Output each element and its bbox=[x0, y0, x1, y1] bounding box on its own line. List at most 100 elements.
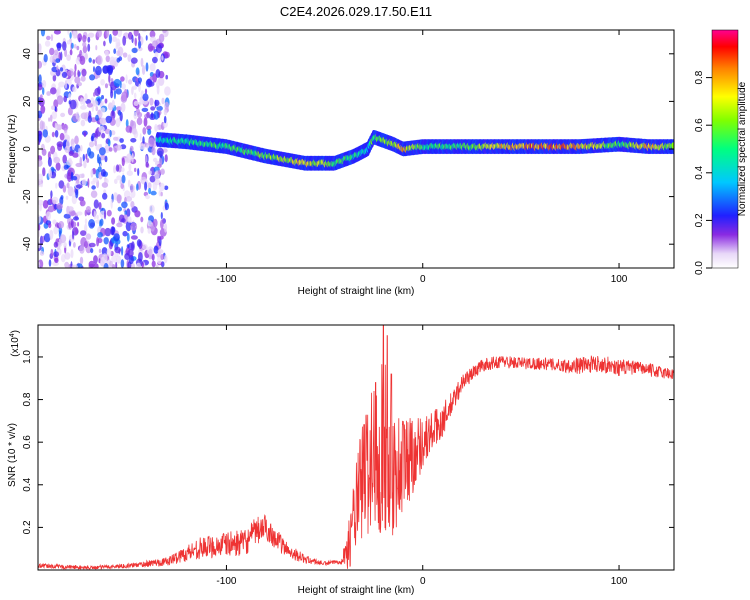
heatmap-noise-cell bbox=[88, 151, 95, 159]
spectrogram-x-axis-label: Height of straight line (km) bbox=[298, 286, 415, 297]
colorbar-tick-label: 0.0 bbox=[694, 261, 705, 275]
heatmap-noise-cell bbox=[119, 179, 123, 185]
heatmap-noise-cell bbox=[72, 86, 77, 93]
heatmap-noise-cell bbox=[107, 64, 114, 74]
heatmap-noise-cell bbox=[142, 93, 149, 101]
heatmap-noise-cell bbox=[151, 146, 156, 156]
spectrogram-panel: -100 0 100 -40 -20 0 20 40 Height of straight … bbox=[7, 29, 675, 297]
heatmap-noise-cell bbox=[125, 196, 133, 202]
heatmap-noise-cell bbox=[56, 203, 63, 210]
heatmap-noise-cell bbox=[106, 248, 112, 257]
heatmap-noise-cell bbox=[64, 49, 68, 57]
heatmap-noise-cell bbox=[160, 219, 164, 230]
heatmap-noise-cell bbox=[103, 210, 107, 220]
heatmap-noise-cell bbox=[160, 168, 165, 175]
heatmap-noise-cell bbox=[136, 183, 139, 191]
heatmap-noise-cell bbox=[38, 133, 42, 143]
heatmap-noise-cell bbox=[152, 157, 158, 163]
heatmap-noise-cell bbox=[130, 57, 138, 64]
heatmap-noise-cell bbox=[59, 132, 65, 141]
heatmap-noise-cell bbox=[64, 261, 70, 268]
heatmap-noise-cell bbox=[108, 147, 113, 152]
heatmap-noise-cell bbox=[53, 156, 61, 164]
heatmap-noise-cell bbox=[147, 227, 151, 234]
heatmap-noise-cell bbox=[122, 35, 127, 46]
colorbar-tick-label: 0.8 bbox=[694, 70, 705, 84]
heatmap-noise-cell bbox=[86, 102, 93, 108]
heatmap-noise-cell bbox=[121, 201, 128, 209]
heatmap-noise-cell bbox=[160, 253, 164, 261]
heatmap-noise-cell bbox=[65, 195, 69, 200]
heatmap-noise-cell bbox=[149, 97, 154, 106]
heatmap-noise-cell bbox=[163, 254, 168, 264]
heatmap-noise-cell bbox=[137, 168, 140, 176]
heatmap-noise-cell bbox=[38, 261, 41, 268]
heatmap-noise-cell bbox=[158, 33, 165, 43]
heatmap-noise-cell bbox=[133, 92, 137, 99]
heatmap-noise-cell bbox=[58, 180, 65, 189]
heatmap-noise-cell bbox=[70, 249, 74, 259]
heatmap-noise-cell bbox=[120, 259, 125, 268]
heatmap-noise-cell bbox=[148, 137, 155, 148]
heatmap-noise-cell bbox=[42, 167, 46, 177]
heatmap-noise-cell bbox=[38, 199, 44, 206]
heatmap-noise-cell bbox=[122, 52, 128, 58]
heatmap-noise-cell bbox=[128, 79, 133, 85]
heatmap-noise-cell bbox=[55, 124, 63, 131]
heatmap-noise-cell bbox=[74, 63, 77, 72]
heatmap-noise-cell bbox=[116, 30, 123, 38]
heatmap-noise-cell bbox=[101, 247, 108, 256]
heatmap-noise-cell bbox=[111, 217, 116, 225]
heatmap-noise-cell bbox=[115, 164, 120, 172]
heatmap-noise-cell bbox=[125, 74, 128, 84]
heatmap-noise-cell bbox=[87, 43, 91, 52]
heatmap-noise-cell bbox=[47, 205, 55, 213]
heatmap-noise-cell bbox=[54, 130, 59, 138]
heatmap-noise-cell bbox=[129, 126, 133, 134]
heatmap-noise-cell bbox=[120, 102, 126, 113]
heatmap-noise-cell bbox=[138, 252, 143, 262]
heatmap-noise-cell bbox=[67, 30, 70, 36]
heatmap-noise-cell bbox=[135, 67, 140, 76]
heatmap-noise-cell bbox=[82, 41, 87, 48]
heatmap-noise-cell bbox=[148, 170, 152, 175]
heatmap-noise-cell bbox=[99, 117, 107, 126]
colorbar: 0.0 0.2 0.4 0.6 0.8 Normalized spectral ampl… bbox=[694, 29, 748, 275]
heatmap-noise-cell bbox=[153, 245, 159, 254]
heatmap-noise-cell bbox=[80, 97, 84, 105]
heatmap-noise-cell bbox=[155, 264, 159, 268]
heatmap-noise-cell bbox=[147, 182, 152, 190]
heatmap-noise-cell bbox=[52, 74, 57, 82]
heatmap-noise-cell bbox=[52, 219, 57, 225]
heatmap-noise-cell bbox=[79, 245, 85, 254]
heatmap-noise-cell bbox=[103, 237, 109, 245]
heatmap-noise-cell bbox=[38, 60, 43, 69]
heatmap-noise-cell bbox=[71, 143, 75, 151]
spectrogram-x-ticks: -100 0 100 bbox=[216, 30, 628, 285]
heatmap-noise-cell bbox=[164, 154, 168, 163]
heatmap-noise-cell bbox=[152, 56, 158, 64]
heatmap-noise-cell bbox=[41, 148, 47, 156]
heatmap-noise-cell bbox=[53, 251, 59, 258]
heatmap-noise-cell bbox=[138, 40, 142, 49]
heatmap-noise-cell bbox=[110, 130, 116, 136]
heatmap-noise-cell bbox=[92, 100, 99, 107]
heatmap-noise-cell bbox=[77, 69, 80, 78]
heatmap-noise-cell bbox=[51, 105, 55, 110]
heatmap-noise-cell bbox=[127, 216, 132, 223]
snr-y-ticks: 0.2 0.4 0.6 0.8 1.0 bbox=[22, 350, 674, 534]
heatmap-noise-cell bbox=[71, 264, 78, 268]
heatmap-noise-cell bbox=[55, 58, 61, 63]
heatmap-noise-cell bbox=[116, 50, 121, 57]
heatmap-noise-cell bbox=[145, 35, 148, 41]
x-tick-label: 0 bbox=[420, 274, 426, 285]
heatmap-noise-cell bbox=[110, 198, 113, 209]
heatmap-noise-cell bbox=[99, 147, 106, 156]
heatmap-noise-cell bbox=[117, 206, 123, 212]
heatmap-noise-cell bbox=[126, 208, 131, 218]
heatmap-noise-cell bbox=[38, 74, 42, 84]
heatmap-noise-cell bbox=[76, 45, 80, 51]
heatmap-cells bbox=[38, 30, 674, 268]
heatmap-noise-cell bbox=[41, 80, 47, 88]
heatmap-noise-cell bbox=[145, 62, 149, 72]
